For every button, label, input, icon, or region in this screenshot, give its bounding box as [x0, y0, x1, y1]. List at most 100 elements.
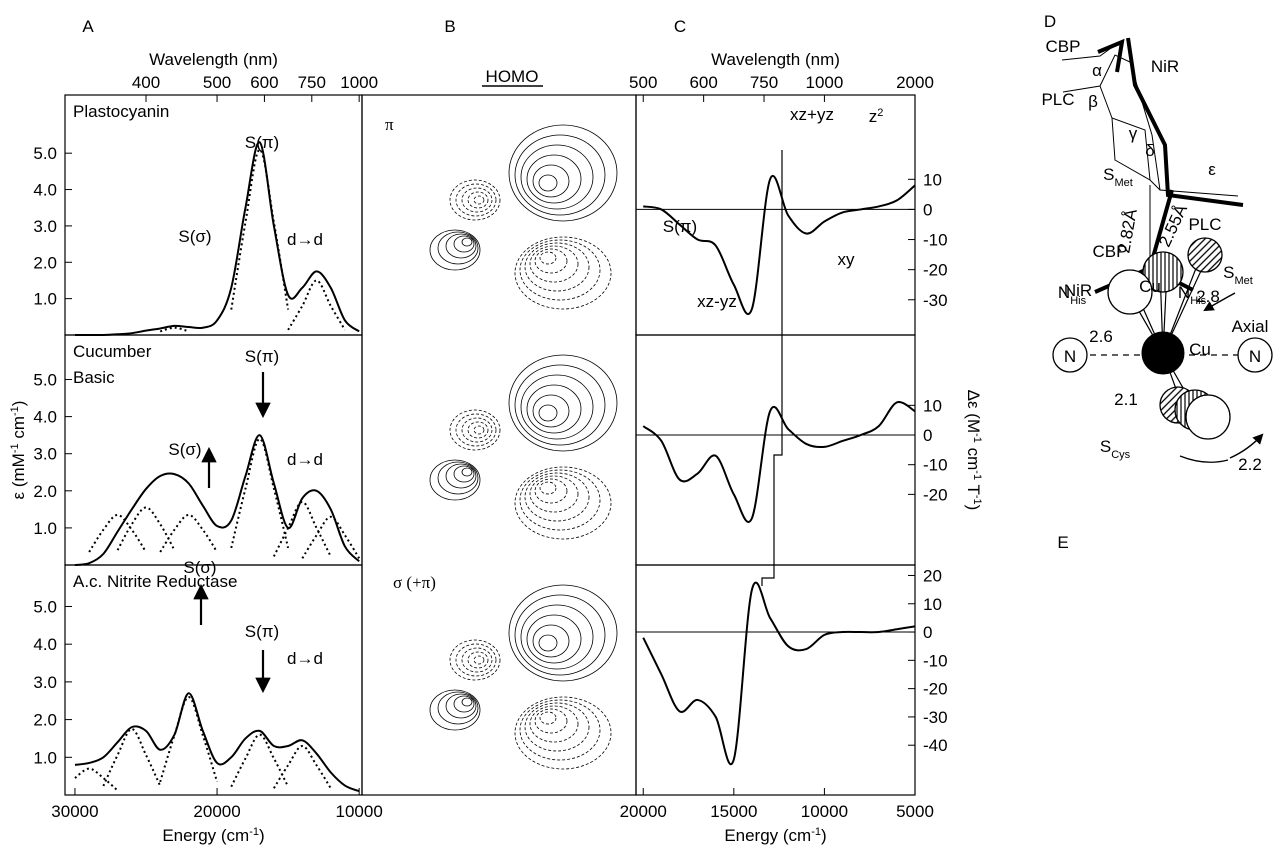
contour: [455, 413, 497, 447]
y-tick-label: 0: [923, 426, 932, 445]
x-tick-label: 20000: [193, 802, 240, 821]
contour: [467, 651, 489, 669]
contour: [461, 417, 493, 443]
panel-label: D: [1044, 12, 1056, 31]
component-curve: [273, 744, 332, 789]
orbital-label: π: [385, 115, 394, 134]
x-axis-label-part: ): [821, 826, 827, 845]
x-tick-label: 10000: [801, 802, 848, 821]
annotation: xz-yz: [697, 292, 737, 311]
orbital-contours: [429, 354, 618, 540]
diagram-label-part: S: [1100, 437, 1111, 456]
component-curve: [301, 515, 361, 559]
contour: [520, 604, 594, 670]
panel-label: B: [444, 17, 455, 36]
component-curve: [230, 148, 290, 310]
diagram-label: PLC: [1188, 215, 1221, 234]
panel-label: E: [1057, 533, 1068, 552]
contour: [473, 425, 485, 435]
contour: [453, 235, 475, 253]
subplot-title: A.c. Nitrite Reductase: [73, 572, 237, 591]
contour: [429, 459, 481, 501]
annotation: S(π): [245, 622, 279, 641]
diagram-label: Axial: [1232, 317, 1269, 336]
x-axis-label-part: -1: [811, 826, 821, 838]
y-tick-label: 2.0: [33, 711, 57, 730]
contour: [534, 478, 568, 504]
plot-frame: [635, 94, 916, 336]
y-tick-label: 5.0: [33, 597, 57, 616]
diagram-label: CBP: [1093, 242, 1128, 261]
x2-tick-label: 1000: [806, 73, 844, 92]
y-axis-label: ε (mM-1 cm-1): [9, 401, 28, 500]
contour: [508, 354, 618, 452]
y-tick-label: -10: [923, 651, 948, 670]
x-axis-label-part: -1: [249, 826, 259, 838]
contour: [532, 394, 570, 428]
y-tick-label: 5.0: [33, 371, 57, 390]
contour: [467, 191, 489, 209]
y-axis-label-part: -1: [9, 443, 21, 453]
contour: [532, 624, 570, 658]
contour: [534, 248, 568, 274]
contour: [519, 239, 601, 301]
contour: [514, 236, 612, 310]
y-axis-label-part: ): [9, 401, 28, 407]
annotation-part: z: [869, 107, 878, 126]
contour: [473, 655, 485, 665]
diagram-label: α: [1092, 61, 1102, 80]
x2-tick-label: 750: [750, 73, 778, 92]
contour: [449, 409, 501, 451]
contour: [508, 584, 618, 682]
contour: [538, 634, 558, 652]
diagram-label-part: S: [1103, 165, 1114, 184]
x2-tick-label: 1000: [340, 73, 378, 92]
diagram-label: N: [1249, 347, 1261, 366]
diagram-label: β: [1088, 92, 1098, 111]
y-tick-label: 10: [923, 396, 942, 415]
contour: [524, 472, 590, 522]
diagram-label: PLC: [1041, 90, 1074, 109]
diagram-label-part: N: [1178, 283, 1190, 302]
subplot: [64, 564, 363, 796]
x-tick-label: 5000: [896, 802, 934, 821]
annotation: d→d: [287, 649, 323, 668]
y-tick-label: -10: [923, 456, 948, 475]
y-axis-label-part: cm: [9, 416, 28, 443]
contour: [520, 374, 594, 440]
contour: [519, 699, 601, 761]
diagram-label: Cu: [1139, 277, 1161, 296]
contour: [520, 144, 594, 210]
x2-tick-label: 600: [689, 73, 717, 92]
contour: [453, 465, 475, 483]
y-tick-label: 2.0: [33, 482, 57, 501]
component-curve: [159, 513, 218, 553]
spectrum: [642, 400, 916, 523]
panel-label: A: [82, 17, 94, 36]
contour: [529, 705, 579, 743]
y-tick-label: 4.0: [33, 635, 57, 654]
diagram-label: NHis: [1178, 283, 1207, 307]
diagram-label-part: His: [1070, 295, 1086, 307]
contour: [508, 124, 618, 222]
y-axis-label-part: -1: [9, 406, 21, 416]
contour: [514, 594, 606, 676]
contour: [461, 187, 493, 213]
contour: [445, 463, 477, 489]
annotation: z2: [869, 107, 884, 126]
subplot-title: Plastocyanin: [73, 102, 169, 121]
contour: [524, 242, 590, 292]
contour: [526, 384, 582, 434]
diagram-label-part: His: [1190, 295, 1206, 307]
subplot: [635, 564, 916, 796]
diagram-label: 2.2: [1238, 455, 1262, 474]
connector: [761, 150, 783, 586]
contour: [514, 364, 606, 446]
spectrum: [74, 692, 360, 793]
contour: [529, 475, 579, 513]
diagram-label: 2.1: [1114, 390, 1138, 409]
component-curve: [230, 733, 289, 788]
panel-e-drawing: [1052, 237, 1273, 463]
y-axis-label-part: T: [964, 480, 983, 495]
